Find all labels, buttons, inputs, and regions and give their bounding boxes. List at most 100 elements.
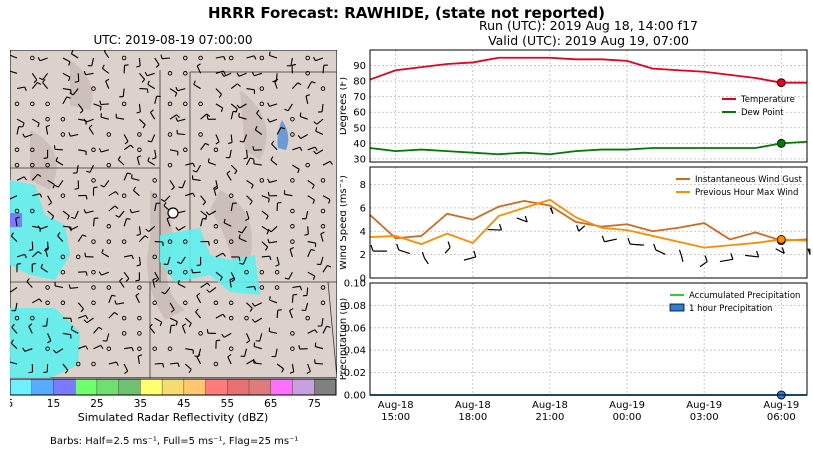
wind-barb — [215, 103, 224, 112]
calm-wind-marker — [213, 147, 219, 153]
wind-barb — [160, 54, 171, 60]
wind-barb — [289, 246, 294, 258]
wind-barb — [230, 202, 237, 212]
wind-barb — [320, 231, 325, 242]
wind-barb — [313, 149, 324, 155]
wind-barb — [284, 271, 293, 280]
wind-barb — [184, 317, 192, 328]
wind-barb — [487, 223, 503, 231]
wind-barb — [43, 149, 49, 160]
calm-wind-marker — [213, 361, 219, 367]
calm-wind-marker — [290, 116, 295, 122]
wind-barb — [101, 64, 110, 74]
x-tick-label: Aug-19 — [686, 400, 722, 411]
colorbar-cell — [205, 378, 228, 396]
wind-barb — [276, 201, 282, 212]
colorbar-tick-label: 25 — [90, 398, 103, 410]
wind-barb — [32, 193, 43, 198]
series-line — [369, 199, 808, 242]
colorbar-label: Simulated Radar Reflectivity (dBZ) — [77, 411, 269, 424]
wind-barb — [93, 103, 102, 111]
legend: Accumulated Precipitation 1 hour Precipit… — [669, 291, 800, 314]
wind-barb — [136, 226, 142, 236]
wind-barb — [28, 363, 34, 374]
wind-barb — [298, 345, 308, 350]
wind-barb — [152, 149, 157, 160]
wind-barb — [261, 241, 269, 251]
wind-barb — [154, 202, 161, 212]
wind-barb — [251, 317, 263, 323]
calm-wind-marker — [91, 269, 96, 275]
colorbar-tick-label: 5 — [10, 398, 13, 410]
calm-wind-marker — [45, 162, 50, 168]
wind-barb — [240, 348, 248, 357]
wind-barb — [230, 271, 236, 283]
wind-barb — [28, 241, 34, 252]
wind-barb — [223, 218, 232, 227]
colorbar-tick-label: 35 — [134, 398, 147, 410]
wind-barb — [47, 179, 55, 189]
calm-wind-marker — [320, 178, 326, 183]
wind-barb — [305, 94, 310, 105]
wind-barb — [68, 132, 79, 137]
wind-barb — [191, 175, 201, 181]
wind-barb — [154, 271, 160, 283]
wind-barb — [62, 363, 69, 374]
wind-barb — [245, 333, 251, 344]
wind-barb — [246, 285, 257, 291]
y-tick-label: 4 — [360, 227, 366, 238]
legend-label: Dew Point — [741, 108, 784, 118]
calm-wind-marker — [305, 315, 310, 321]
x-tick-label: Aug-18 — [455, 400, 491, 411]
wind-barb — [47, 195, 53, 206]
calm-wind-marker — [121, 193, 127, 198]
calm-wind-marker — [60, 116, 66, 122]
wind-barb — [150, 109, 156, 120]
wind-barb — [775, 247, 785, 254]
barb-legend-note: Barbs: Half=2.5 ms⁻¹, Full=5 ms⁻¹, Flag=… — [50, 436, 299, 447]
wind-barb — [289, 363, 295, 374]
wind-barb — [200, 113, 211, 120]
wind-barb — [115, 113, 125, 120]
wind-barb — [253, 342, 262, 350]
wind-barb — [215, 339, 221, 349]
wind-barb — [92, 186, 98, 196]
wind-barb — [292, 146, 303, 152]
wind-barb — [47, 210, 55, 220]
wind-barb — [32, 118, 40, 128]
wind-barb — [129, 208, 140, 214]
calm-wind-marker — [183, 101, 188, 107]
wind-barb — [246, 302, 253, 312]
wind-barb — [236, 103, 247, 109]
wind-barb — [653, 243, 666, 255]
wind-barb — [291, 293, 298, 303]
wind-barb — [276, 309, 282, 319]
wind-barb — [22, 347, 33, 352]
calm-wind-marker — [274, 285, 280, 290]
wind-barb — [78, 314, 89, 320]
figure-title: HRRR Forecast: RAWHIDE, (state not repor… — [207, 4, 606, 22]
wind-barb — [245, 210, 250, 221]
wind-barb — [169, 362, 180, 367]
calm-wind-marker — [121, 239, 127, 244]
calm-wind-marker — [121, 315, 127, 321]
x-tick-label: Aug-19 — [609, 400, 645, 411]
wind-barb — [176, 129, 186, 136]
calm-wind-marker — [60, 132, 66, 137]
wind-barb — [93, 326, 103, 334]
wind-barb — [10, 51, 18, 59]
wind-barb — [206, 329, 216, 334]
wind-barb — [10, 67, 18, 74]
wind-barb — [68, 225, 79, 231]
calm-wind-marker — [152, 254, 157, 260]
calm-wind-marker — [75, 361, 81, 367]
wind-barb — [291, 63, 297, 74]
calm-wind-marker — [290, 346, 295, 351]
calm-wind-marker — [137, 285, 142, 290]
wind-barb — [136, 57, 141, 68]
wind-barb — [246, 179, 254, 189]
calm-wind-marker — [167, 346, 173, 351]
wind-barb — [147, 80, 155, 90]
calm-wind-marker — [30, 162, 35, 168]
